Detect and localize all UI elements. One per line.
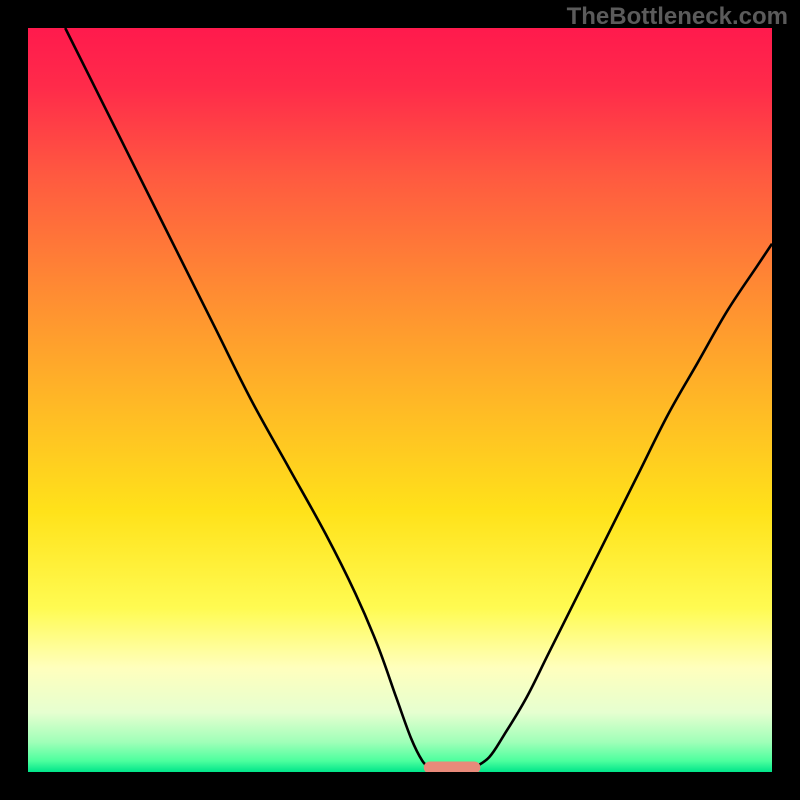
watermark-text: TheBottleneck.com <box>567 3 788 31</box>
plot-background <box>28 28 772 772</box>
frame-right <box>772 0 800 800</box>
flat-marker <box>424 762 481 774</box>
chart-svg <box>0 0 800 800</box>
frame-left <box>0 0 28 800</box>
frame-bottom <box>0 772 800 800</box>
chart-container: TheBottleneck.com <box>0 0 800 800</box>
